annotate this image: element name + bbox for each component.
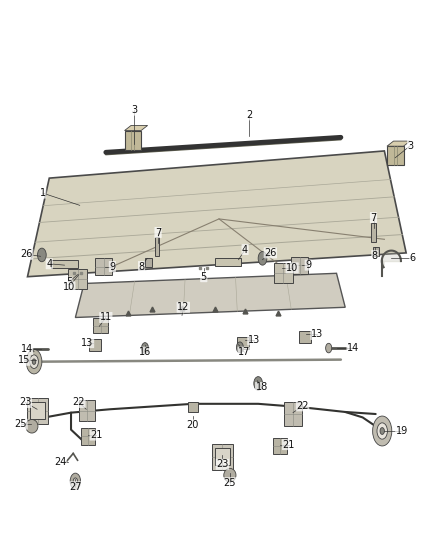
Ellipse shape	[26, 419, 38, 433]
Text: 14: 14	[21, 344, 33, 354]
Text: 7: 7	[371, 213, 377, 223]
Polygon shape	[273, 438, 287, 454]
Circle shape	[373, 416, 392, 446]
Text: 11: 11	[100, 312, 112, 322]
Polygon shape	[284, 402, 302, 426]
Polygon shape	[387, 141, 410, 146]
Text: 3: 3	[407, 141, 413, 150]
Bar	[215, 448, 230, 465]
Circle shape	[141, 343, 148, 353]
Bar	[188, 402, 198, 413]
Polygon shape	[27, 398, 48, 424]
Bar	[215, 257, 241, 266]
Text: 13: 13	[81, 337, 94, 348]
Circle shape	[377, 423, 388, 439]
Text: 25: 25	[15, 419, 27, 429]
Text: 23: 23	[216, 459, 229, 470]
Text: 4: 4	[242, 245, 248, 254]
Text: 9: 9	[305, 260, 311, 270]
Text: 17: 17	[238, 347, 251, 357]
Text: 9: 9	[110, 262, 116, 271]
Text: 19: 19	[396, 426, 408, 436]
Circle shape	[73, 478, 78, 484]
Text: 26: 26	[21, 249, 33, 259]
Text: 13: 13	[311, 329, 323, 340]
Circle shape	[38, 248, 46, 262]
Text: 5: 5	[66, 277, 72, 287]
Text: 8: 8	[372, 251, 378, 261]
Polygon shape	[79, 400, 95, 422]
Text: 4: 4	[46, 259, 52, 269]
Text: 23: 23	[19, 398, 32, 407]
Polygon shape	[387, 146, 403, 165]
Polygon shape	[212, 444, 233, 470]
Bar	[155, 237, 159, 256]
Circle shape	[380, 427, 385, 434]
Text: 10: 10	[63, 282, 75, 292]
Text: 22: 22	[73, 398, 85, 407]
Text: 7: 7	[155, 228, 161, 238]
Text: 27: 27	[69, 482, 81, 492]
Ellipse shape	[224, 469, 236, 482]
Bar	[51, 260, 78, 268]
Circle shape	[325, 343, 332, 353]
Text: 1: 1	[40, 188, 46, 198]
Circle shape	[237, 342, 244, 353]
Text: 8: 8	[138, 262, 145, 271]
Text: 22: 22	[297, 401, 309, 411]
Text: 25: 25	[224, 478, 236, 488]
Polygon shape	[81, 429, 95, 445]
Bar	[30, 402, 46, 419]
Text: 15: 15	[18, 356, 30, 365]
Bar	[237, 336, 249, 349]
Bar	[373, 247, 379, 256]
Text: 6: 6	[410, 253, 416, 263]
Text: 5: 5	[201, 272, 207, 282]
Circle shape	[258, 252, 267, 265]
Circle shape	[26, 350, 42, 374]
Text: 21: 21	[90, 430, 102, 440]
Text: 12: 12	[177, 302, 190, 312]
Text: 10: 10	[286, 263, 298, 273]
Bar	[371, 223, 376, 242]
Bar	[89, 338, 101, 351]
Text: 18: 18	[255, 383, 268, 392]
Text: 16: 16	[139, 347, 151, 357]
Circle shape	[254, 377, 262, 390]
Text: 13: 13	[248, 335, 260, 345]
Polygon shape	[95, 258, 112, 275]
Text: 3: 3	[131, 105, 137, 115]
Polygon shape	[124, 125, 148, 131]
Polygon shape	[124, 131, 141, 150]
Text: 26: 26	[264, 248, 276, 258]
Text: 24: 24	[54, 457, 66, 467]
Circle shape	[70, 473, 81, 489]
Text: 20: 20	[187, 420, 199, 430]
Polygon shape	[93, 318, 108, 333]
Bar	[299, 331, 311, 343]
Text: 21: 21	[283, 440, 295, 450]
Bar	[145, 257, 152, 267]
Text: 14: 14	[347, 343, 359, 353]
Circle shape	[32, 359, 36, 365]
Polygon shape	[75, 273, 345, 318]
Circle shape	[30, 355, 39, 368]
Polygon shape	[274, 263, 293, 284]
Polygon shape	[291, 257, 308, 273]
Text: 2: 2	[246, 110, 253, 120]
Polygon shape	[68, 269, 87, 289]
Polygon shape	[28, 151, 406, 277]
